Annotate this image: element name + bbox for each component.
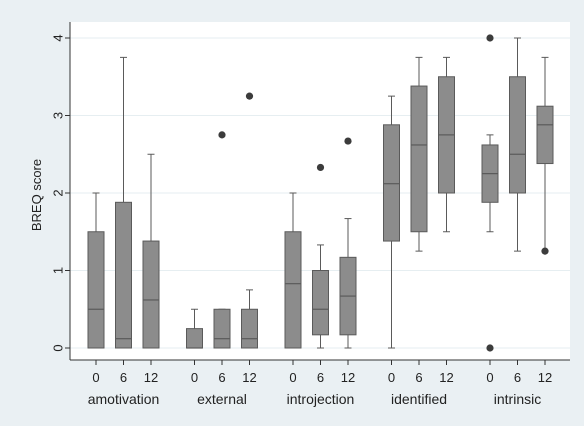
x-tick-label-12: 12 bbox=[144, 370, 158, 385]
box-iqr bbox=[410, 85, 428, 233]
axis-layer bbox=[65, 22, 570, 365]
box-intrinsic-6 bbox=[509, 37, 526, 252]
x-tick-label-6: 6 bbox=[120, 370, 127, 385]
box-identified-12 bbox=[438, 56, 455, 233]
outlier-point bbox=[245, 92, 254, 100]
box-external-0 bbox=[186, 308, 203, 349]
box-iqr bbox=[142, 240, 160, 349]
box-iqr bbox=[115, 201, 132, 349]
x-tick-label-0: 0 bbox=[388, 370, 395, 385]
group-label-identified: identified bbox=[391, 391, 447, 407]
y-tick-label: 1 bbox=[50, 267, 65, 274]
outlier-point bbox=[541, 247, 549, 255]
box-amotivation-12 bbox=[142, 153, 160, 349]
x-tick-label-6: 6 bbox=[218, 370, 225, 385]
outlier-point bbox=[486, 344, 494, 352]
box-layer bbox=[87, 34, 554, 352]
box-external-6 bbox=[213, 131, 231, 349]
group-label-external: external bbox=[197, 391, 247, 407]
outlier-point bbox=[316, 163, 325, 172]
outlier-point bbox=[486, 34, 494, 42]
x-tick-label-6: 6 bbox=[415, 370, 422, 385]
y-tick-label: 2 bbox=[50, 189, 65, 196]
x-tick-label-6: 6 bbox=[317, 370, 324, 385]
box-iqr bbox=[213, 308, 231, 349]
box-identified-6 bbox=[410, 56, 428, 252]
box-iqr bbox=[536, 105, 554, 165]
outlier-point bbox=[218, 131, 226, 139]
group-label-amotivation: amotivation bbox=[88, 391, 160, 407]
group-label-introjection: introjection bbox=[287, 391, 355, 407]
box-iqr bbox=[241, 308, 258, 349]
x-tick-label-0: 0 bbox=[92, 370, 99, 385]
x-tick-label-12: 12 bbox=[439, 370, 453, 385]
box-intrinsic-0 bbox=[481, 34, 499, 352]
box-introjection-12 bbox=[339, 137, 357, 349]
box-iqr bbox=[383, 124, 400, 242]
y-tick-label: 4 bbox=[50, 34, 65, 41]
box-introjection-0 bbox=[284, 192, 302, 349]
box-identified-0 bbox=[383, 95, 400, 349]
y-tick-label: 3 bbox=[50, 112, 65, 119]
box-iqr bbox=[284, 231, 302, 349]
box-introjection-6 bbox=[312, 163, 329, 349]
box-amotivation-0 bbox=[87, 192, 105, 349]
x-tick-label-0: 0 bbox=[486, 370, 493, 385]
box-external-12 bbox=[241, 92, 258, 349]
x-tick-label-0: 0 bbox=[191, 370, 198, 385]
box-intrinsic-12 bbox=[536, 56, 554, 255]
x-tick-label-0: 0 bbox=[289, 370, 296, 385]
box-iqr bbox=[186, 328, 203, 349]
y-tick-label: 0 bbox=[50, 344, 65, 351]
box-iqr bbox=[509, 76, 526, 194]
x-tick-label-12: 12 bbox=[538, 370, 552, 385]
box-iqr bbox=[87, 231, 105, 349]
box-iqr bbox=[312, 270, 329, 336]
box-amotivation-6 bbox=[115, 56, 132, 349]
x-tick-label-12: 12 bbox=[341, 370, 355, 385]
outlier-point bbox=[344, 137, 352, 145]
x-tick-label-6: 6 bbox=[514, 370, 521, 385]
y-axis-title: BREQ score bbox=[29, 159, 44, 231]
group-label-intrinsic: intrinsic bbox=[494, 391, 541, 407]
x-tick-label-12: 12 bbox=[242, 370, 256, 385]
